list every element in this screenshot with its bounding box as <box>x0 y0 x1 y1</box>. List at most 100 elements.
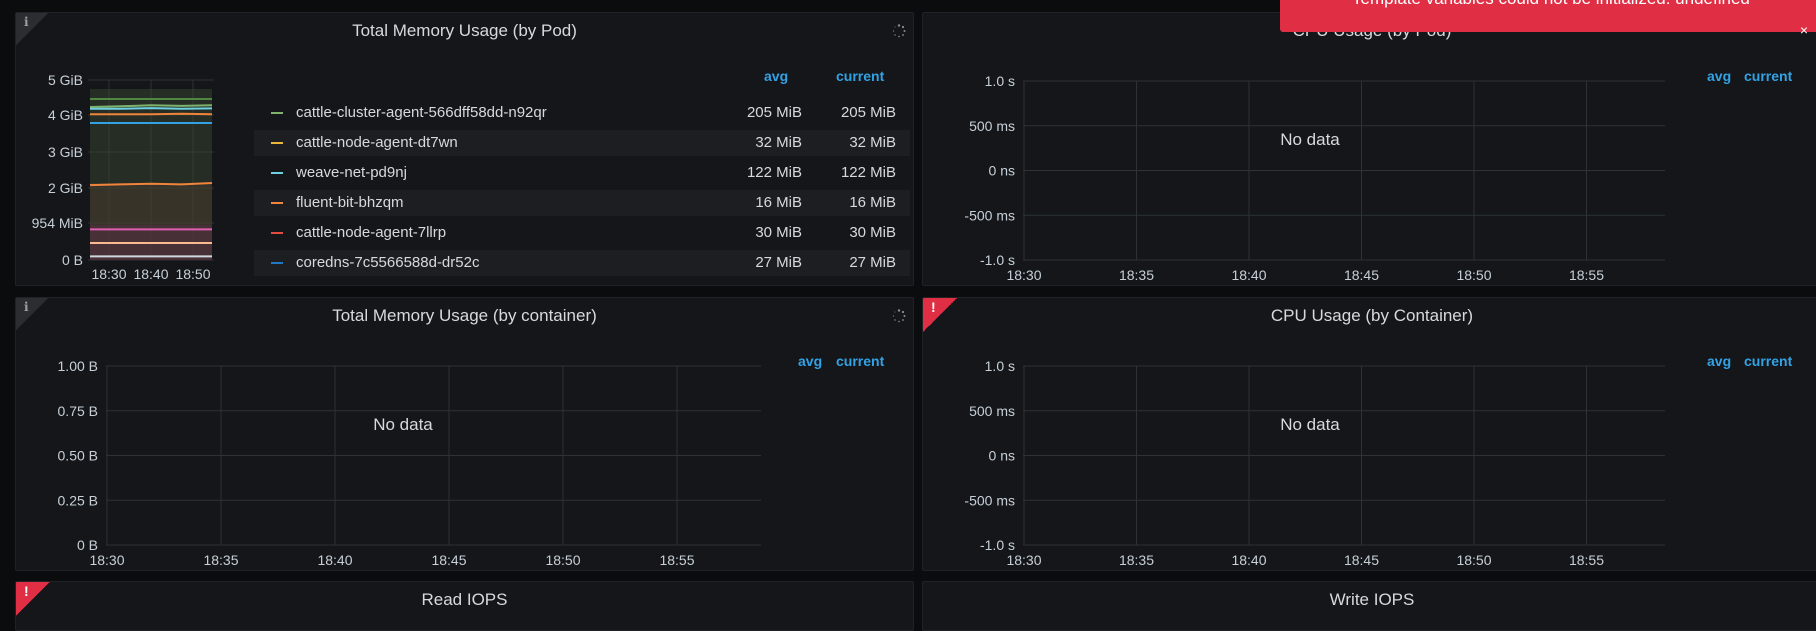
series-current: 30 MiB <box>849 224 896 241</box>
x-tick-label: 18:55 <box>659 552 694 568</box>
x-tick-label: 18:55 <box>1569 267 1604 283</box>
series-swatch <box>271 232 283 234</box>
y-tick-label: 0 B <box>62 252 83 268</box>
panel-title[interactable]: Read IOPS <box>16 590 913 610</box>
series-current: 16 MiB <box>849 194 896 211</box>
y-tick-label: 500 ms <box>969 118 1015 134</box>
legend-current-header[interactable]: current <box>1744 68 1792 84</box>
x-tick-label: 18:50 <box>175 266 210 282</box>
x-tick-label: 18:50 <box>545 552 580 568</box>
chart-cpu-by-pod[interactable]: 1.0 s 500 ms 0 ns -500 ms -1.0 s18:30 18:35 18… <box>923 53 1683 285</box>
legend-avg-header[interactable]: avg <box>1707 68 1731 84</box>
series-avg: 32 MiB <box>755 134 802 151</box>
y-tick-label: 2 GiB <box>48 180 83 196</box>
y-tick-label: -1.0 s <box>980 537 1015 553</box>
y-tick-label: -1.0 s <box>980 252 1015 268</box>
panel-title[interactable]: Total Memory Usage (by container) <box>16 306 913 326</box>
x-tick-label: 18:35 <box>203 552 238 568</box>
y-tick-label: 3 GiB <box>48 144 83 160</box>
y-tick-label: 0.75 B <box>58 403 98 419</box>
x-tick-label: 18:45 <box>1344 267 1379 283</box>
legend-current-header[interactable]: current <box>836 353 884 369</box>
x-tick-label: 18:50 <box>1456 552 1491 568</box>
legend-current-header[interactable]: current <box>1744 353 1792 369</box>
panel-memory-by-container: i Total Memory Usage (by container) 1.00… <box>15 297 914 571</box>
y-tick-label: 0 ns <box>989 163 1015 179</box>
series-swatch <box>271 262 283 264</box>
panel-title[interactable]: Write IOPS <box>923 590 1816 610</box>
chart-cpu-by-container[interactable]: 1.0 s 500 ms 0 ns -500 ms -1.0 s18:30 18:35 18… <box>923 338 1683 570</box>
y-tick-label: 4 GiB <box>48 107 83 123</box>
y-tick-label: 954 MiB <box>32 215 83 231</box>
x-tick-label: 18:30 <box>91 266 126 282</box>
x-tick-label: 18:50 <box>1456 267 1491 283</box>
y-tick-label: 5 GiB <box>48 72 83 88</box>
x-tick-label: 18:40 <box>1231 552 1266 568</box>
y-tick-label: 0.25 B <box>58 492 98 508</box>
x-tick-label: 18:55 <box>1569 552 1604 568</box>
loading-spinner-icon <box>892 24 906 38</box>
y-tick-label: -500 ms <box>964 492 1015 508</box>
loading-spinner-icon <box>892 309 906 323</box>
y-tick-label: 1.0 s <box>985 358 1015 374</box>
series-name[interactable]: coredns-7c5566588d-dr52c <box>296 254 479 271</box>
series-line <box>90 108 212 109</box>
series-swatch <box>271 172 283 174</box>
x-tick-label: 18:40 <box>1231 267 1266 283</box>
no-data-label: No data <box>373 415 433 434</box>
series-avg: 27 MiB <box>755 254 802 271</box>
legend-avg-header[interactable]: avg <box>1707 353 1731 369</box>
chart-memory-by-container[interactable]: 1.00 B 0.75 B 0.50 B 0.25 B 0 B18:30 18:35 18:… <box>16 338 786 570</box>
no-data-label: No data <box>1280 415 1340 434</box>
legend-avg-header[interactable]: avg <box>764 68 788 84</box>
panel-read-iops: ! Read IOPS <box>15 581 914 631</box>
panel-title[interactable]: Total Memory Usage (by Pod) <box>16 21 913 41</box>
legend-row[interactable]: coredns-7c5566588d-dr52c 27 MiB 27 MiB <box>254 250 910 276</box>
x-tick-label: 18:45 <box>431 552 466 568</box>
legend-row[interactable]: cattle-node-agent-dt7wn 32 MiB 32 MiB <box>254 130 910 156</box>
series-swatch <box>271 202 283 204</box>
x-tick-label: 18:35 <box>1119 552 1154 568</box>
legend-row[interactable]: cattle-cluster-agent-566dff58dd-n92qr 205… <box>254 100 910 126</box>
x-tick-label: 18:45 <box>1344 552 1379 568</box>
series-name[interactable]: weave-net-pd9nj <box>296 164 407 181</box>
panel-write-iops: Write IOPS <box>922 581 1816 631</box>
y-tick-label: -500 ms <box>964 207 1015 223</box>
panel-title[interactable]: CPU Usage (by Container) <box>923 306 1816 326</box>
close-icon[interactable]: × <box>1800 22 1808 38</box>
series-avg: 205 MiB <box>747 104 802 121</box>
y-tick-label: 0.50 B <box>58 448 98 464</box>
series-avg: 16 MiB <box>755 194 802 211</box>
y-tick-label: 0 ns <box>989 448 1015 464</box>
series-name[interactable]: fluent-bit-bhzqm <box>296 194 404 211</box>
series-current: 32 MiB <box>849 134 896 151</box>
x-tick-label: 18:30 <box>89 552 124 568</box>
series-name[interactable]: cattle-node-agent-dt7wn <box>296 134 458 151</box>
y-tick-label: 1.00 B <box>58 358 98 374</box>
error-toast[interactable]: Template variables could not be initiali… <box>1280 0 1816 32</box>
legend-avg-header[interactable]: avg <box>798 353 822 369</box>
y-tick-label: 0 B <box>77 537 98 553</box>
toast-message: Template variables could not be initiali… <box>1352 0 1750 9</box>
series-name[interactable]: cattle-cluster-agent-566dff58dd-n92qr <box>296 104 547 121</box>
x-tick-label: 18:40 <box>133 266 168 282</box>
y-tick-label: 1.0 s <box>985 73 1015 89</box>
series-current: 27 MiB <box>849 254 896 271</box>
series-name[interactable]: cattle-node-agent-7llrp <box>296 224 446 241</box>
series-avg: 122 MiB <box>747 164 802 181</box>
x-tick-label: 18:30 <box>1006 267 1041 283</box>
series-swatch <box>271 142 283 144</box>
series-current: 205 MiB <box>841 104 896 121</box>
y-tick-label: 500 ms <box>969 403 1015 419</box>
x-tick-label: 18:30 <box>1006 552 1041 568</box>
x-tick-label: 18:40 <box>317 552 352 568</box>
x-tick-label: 18:35 <box>1119 267 1154 283</box>
legend-current-header[interactable]: current <box>836 68 884 84</box>
chart-memory-by-pod[interactable]: 5 GiB 4 GiB 3 GiB 2 GiB 954 MiB 0 B 18:30 18:40… <box>16 53 236 285</box>
legend-row[interactable]: fluent-bit-bhzqm 16 MiB 16 MiB <box>254 190 910 216</box>
